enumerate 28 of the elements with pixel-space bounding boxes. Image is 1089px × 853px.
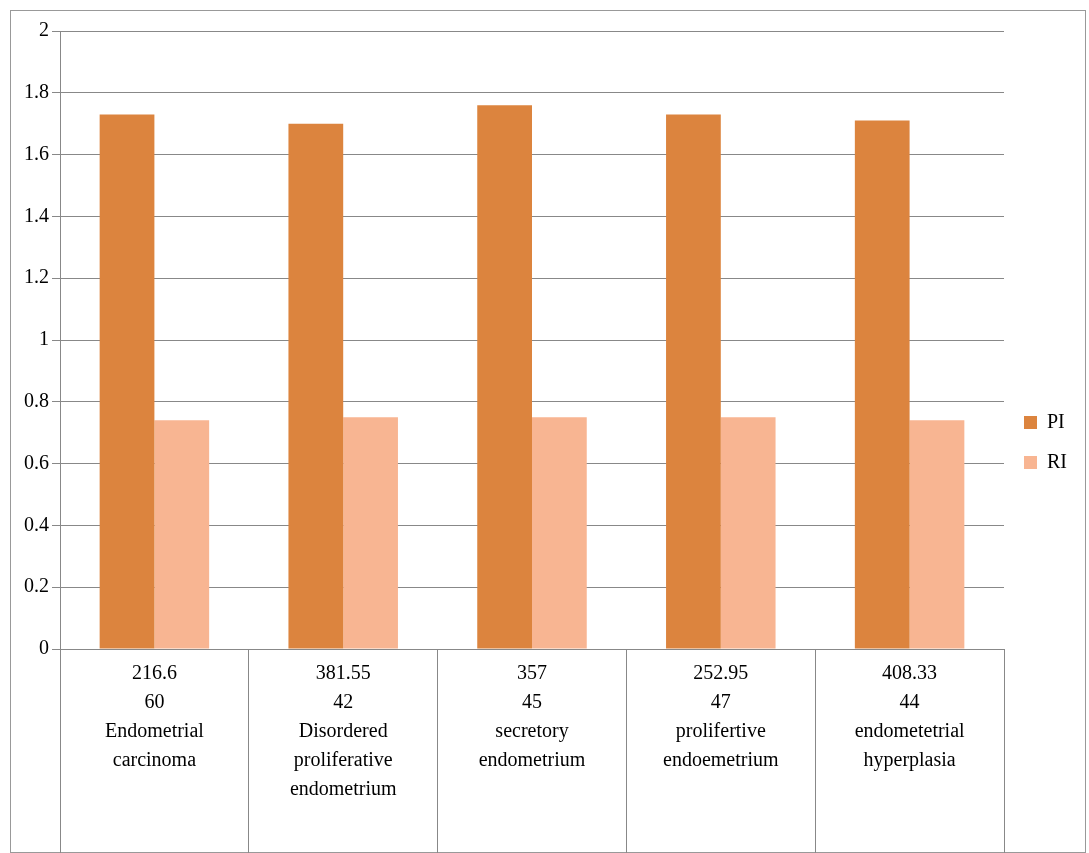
bar <box>343 417 398 649</box>
y-tick-label: 1.2 <box>24 265 49 288</box>
bar <box>154 420 210 649</box>
y-tick-label: 0.6 <box>24 450 49 473</box>
y-tick-label: 1.6 <box>24 141 49 164</box>
y-tick-label: 0.4 <box>24 512 49 535</box>
x-tick-label: 381.55 42 Disordered proliferative endometrium <box>289 660 397 799</box>
bar <box>909 420 965 649</box>
legend-label: PI <box>1047 409 1065 432</box>
y-tick-label: 1.4 <box>24 203 49 226</box>
bar <box>532 417 587 649</box>
y-tick-label: 2 <box>39 18 49 41</box>
bar <box>99 114 155 649</box>
bar <box>720 417 776 649</box>
y-tick-label: 0.8 <box>24 389 49 412</box>
y-tick-label: 1 <box>39 327 49 350</box>
x-tick-label: 357 45 secretory endometrium <box>478 660 586 770</box>
x-tick-label: 252.95 47 prolifertive endoemetrium <box>663 660 779 770</box>
bar <box>477 105 532 649</box>
y-tick-label: 0.2 <box>24 574 49 597</box>
x-tick-label: 216.6 60 Endometrial carcinoma <box>104 660 205 770</box>
y-tick-label: 1.8 <box>24 80 49 103</box>
bar <box>854 120 910 649</box>
bar <box>666 114 721 649</box>
bar <box>288 123 344 649</box>
x-tick-label: 408.33 44 endometetrial hyperplasia <box>854 660 966 771</box>
y-tick-label: 0 <box>39 636 49 659</box>
legend-label: RI <box>1047 449 1067 472</box>
